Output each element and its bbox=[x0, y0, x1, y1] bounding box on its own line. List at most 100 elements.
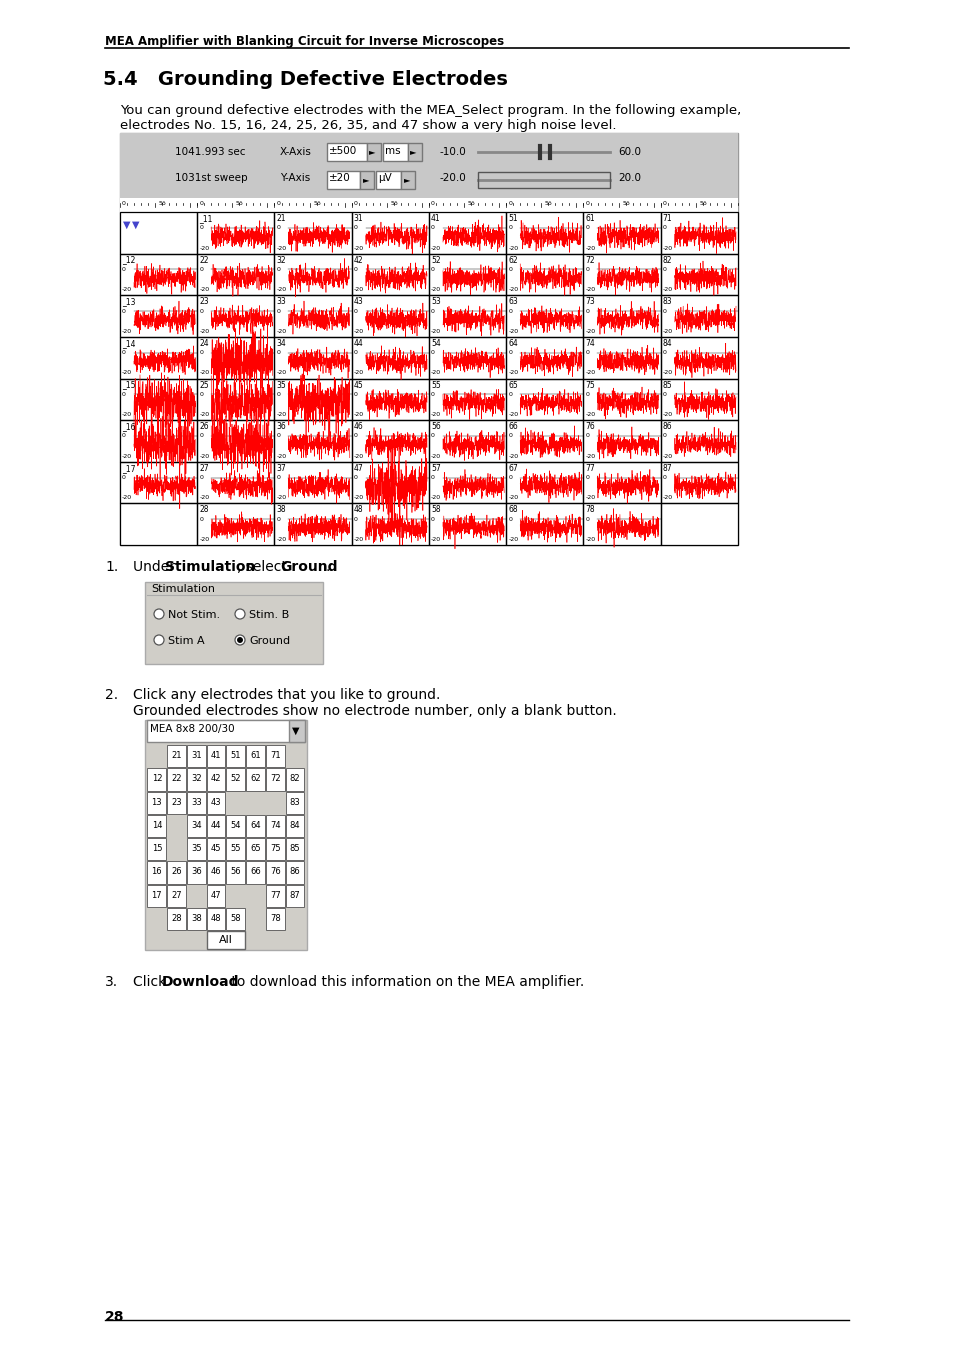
Text: 38: 38 bbox=[276, 505, 286, 514]
Text: , select: , select bbox=[236, 560, 291, 574]
Text: 45: 45 bbox=[211, 844, 221, 853]
Text: -20: -20 bbox=[122, 495, 132, 501]
Text: 55: 55 bbox=[231, 844, 241, 853]
Bar bbox=[167, 884, 186, 907]
Text: -20: -20 bbox=[585, 412, 595, 417]
Bar bbox=[148, 861, 166, 883]
Bar bbox=[660, 296, 738, 338]
Text: 0: 0 bbox=[354, 517, 357, 521]
Text: 77: 77 bbox=[270, 891, 280, 899]
Text: 0: 0 bbox=[662, 392, 666, 397]
Text: 0: 0 bbox=[122, 433, 126, 439]
Text: Stim. B: Stim. B bbox=[249, 610, 289, 620]
Bar bbox=[167, 861, 186, 883]
Bar bbox=[207, 745, 225, 767]
Text: 0: 0 bbox=[508, 475, 512, 481]
Text: All: All bbox=[219, 936, 233, 945]
Text: 47: 47 bbox=[211, 891, 221, 899]
Text: -20: -20 bbox=[122, 288, 132, 292]
Text: 41: 41 bbox=[431, 215, 440, 223]
Text: 82: 82 bbox=[290, 775, 300, 783]
Bar bbox=[382, 143, 408, 161]
Bar bbox=[583, 338, 660, 378]
Text: 0: 0 bbox=[199, 225, 203, 231]
Bar bbox=[226, 768, 245, 791]
Text: _13: _13 bbox=[122, 297, 135, 306]
Text: 32: 32 bbox=[276, 255, 286, 265]
Text: 62: 62 bbox=[508, 255, 517, 265]
Bar bbox=[274, 462, 352, 504]
Bar bbox=[429, 378, 506, 420]
Bar bbox=[429, 254, 506, 296]
Bar bbox=[197, 296, 274, 338]
Text: 52: 52 bbox=[431, 255, 440, 265]
Bar bbox=[120, 254, 197, 296]
Bar bbox=[148, 838, 166, 860]
Text: -20: -20 bbox=[199, 288, 209, 292]
Text: 0: 0 bbox=[354, 433, 357, 439]
Text: Click any electrodes that you like to ground.: Click any electrodes that you like to gr… bbox=[132, 688, 440, 702]
Text: 31: 31 bbox=[191, 751, 201, 760]
Text: 23: 23 bbox=[199, 297, 209, 306]
Text: -20: -20 bbox=[276, 370, 286, 375]
Text: 23: 23 bbox=[172, 798, 182, 807]
Text: 45: 45 bbox=[354, 381, 363, 390]
Text: -20: -20 bbox=[122, 370, 132, 375]
Text: 21: 21 bbox=[172, 751, 182, 760]
Text: 0: 0 bbox=[122, 267, 126, 271]
Text: -20: -20 bbox=[508, 454, 517, 459]
Bar bbox=[266, 907, 284, 930]
Bar bbox=[286, 884, 304, 907]
Text: -20: -20 bbox=[276, 412, 286, 417]
Text: 87: 87 bbox=[662, 464, 672, 472]
Text: 54: 54 bbox=[231, 821, 241, 830]
Text: 76: 76 bbox=[270, 868, 280, 876]
Text: Grounded electrodes show no electrode number, only a blank button.: Grounded electrodes show no electrode nu… bbox=[132, 703, 616, 718]
Text: Click: Click bbox=[132, 975, 171, 990]
Bar bbox=[289, 720, 305, 743]
Text: -20: -20 bbox=[199, 454, 209, 459]
Text: 61: 61 bbox=[250, 751, 261, 760]
Text: 55: 55 bbox=[431, 381, 440, 390]
Text: ▼: ▼ bbox=[132, 220, 139, 230]
Text: 42: 42 bbox=[211, 775, 221, 783]
Text: 78: 78 bbox=[270, 914, 280, 923]
Text: 57: 57 bbox=[431, 464, 440, 472]
Bar bbox=[148, 768, 166, 791]
Bar bbox=[120, 338, 197, 378]
Text: 0: 0 bbox=[122, 201, 126, 207]
Text: 36: 36 bbox=[276, 423, 286, 431]
Text: 27: 27 bbox=[172, 891, 182, 899]
Text: 12: 12 bbox=[152, 775, 162, 783]
Bar bbox=[429, 296, 506, 338]
Text: 0: 0 bbox=[431, 350, 435, 355]
Bar bbox=[352, 504, 429, 545]
Text: You can ground defective electrodes with the MEA_Select program. In the followin: You can ground defective electrodes with… bbox=[120, 104, 740, 117]
Text: -20: -20 bbox=[508, 537, 517, 541]
Text: 24: 24 bbox=[199, 339, 209, 348]
Text: 0: 0 bbox=[354, 201, 357, 207]
Text: -20: -20 bbox=[585, 246, 595, 251]
Bar bbox=[477, 171, 609, 188]
Text: ms: ms bbox=[385, 146, 400, 157]
Text: 86: 86 bbox=[290, 868, 300, 876]
Text: 0: 0 bbox=[199, 517, 203, 521]
Text: 0: 0 bbox=[122, 392, 126, 397]
Text: 58: 58 bbox=[431, 505, 440, 514]
Text: Under: Under bbox=[132, 560, 179, 574]
Text: -20: -20 bbox=[662, 288, 672, 292]
Text: 0: 0 bbox=[354, 392, 357, 397]
Text: 0: 0 bbox=[431, 517, 435, 521]
Text: -20: -20 bbox=[199, 246, 209, 251]
Text: 17: 17 bbox=[152, 891, 162, 899]
Bar bbox=[429, 462, 506, 504]
Text: 0: 0 bbox=[585, 225, 589, 231]
Text: ►: ► bbox=[369, 147, 375, 157]
Bar bbox=[207, 768, 225, 791]
Text: -20: -20 bbox=[354, 288, 363, 292]
Bar bbox=[352, 378, 429, 420]
Bar bbox=[286, 768, 304, 791]
Bar bbox=[145, 582, 323, 664]
Bar bbox=[400, 171, 415, 189]
Text: 0: 0 bbox=[662, 225, 666, 231]
